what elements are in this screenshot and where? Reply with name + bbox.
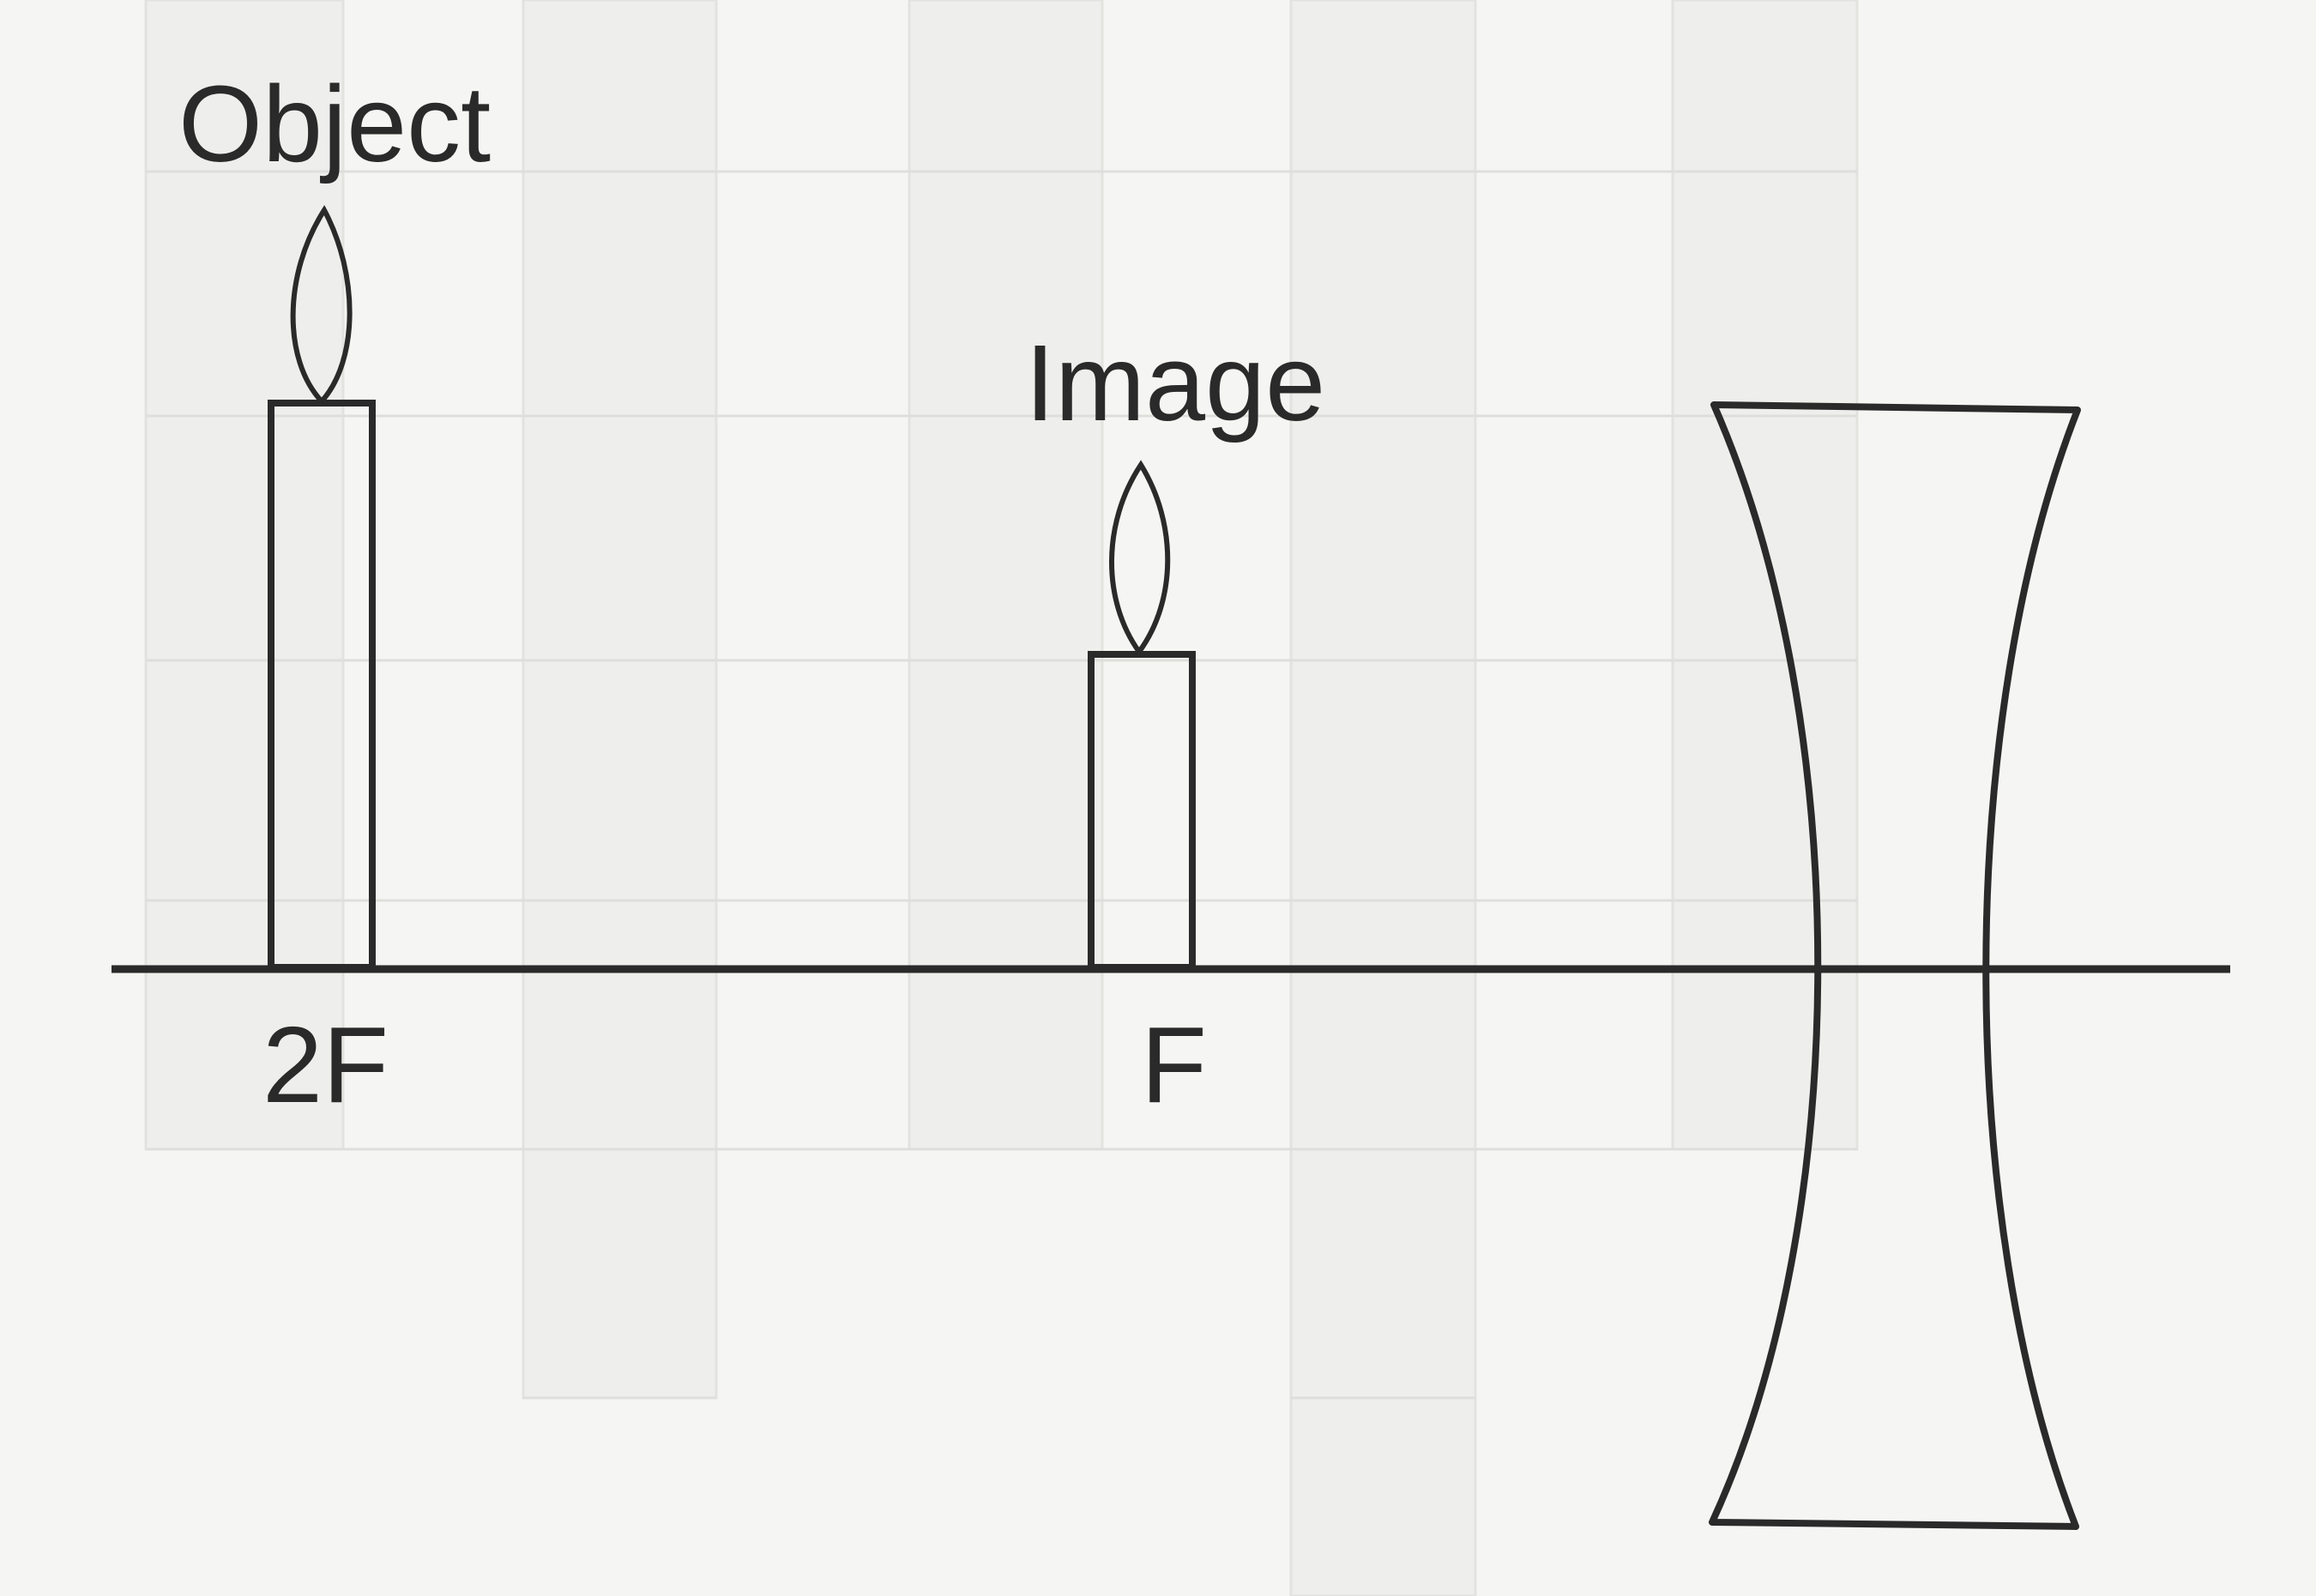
two-f-label: 2F <box>262 1004 389 1125</box>
image-candle <box>1088 460 1196 971</box>
image-label: Image <box>1025 322 1325 443</box>
background-grid <box>144 0 1859 1596</box>
grid-column <box>144 0 345 1151</box>
grid-column <box>1671 0 1859 1151</box>
diverging-lens <box>1709 401 2081 1530</box>
image-flame-icon <box>1109 460 1171 657</box>
object-label: Object <box>178 63 491 184</box>
object-candle <box>268 205 376 971</box>
f-label: F <box>1141 1004 1207 1125</box>
grid-column <box>908 0 1104 1151</box>
grid-column <box>1289 0 1477 1596</box>
grid-column <box>522 0 718 1400</box>
object-flame-icon <box>290 205 353 406</box>
image-candle-body <box>1088 651 1196 971</box>
